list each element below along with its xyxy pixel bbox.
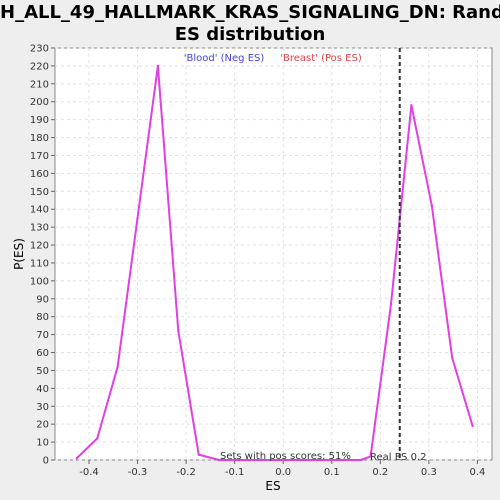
chart-title-line-2: ES distribution: [174, 24, 326, 45]
y-axis-label: P(ES): [12, 238, 26, 270]
y-tick-label: 0: [43, 456, 49, 467]
y-tick-label: 210: [30, 79, 49, 90]
chart-title: H_ALL_49_HALLMARK_KRAS_SIGNALING_DN: Ran…: [0, 2, 500, 46]
y-tick-label: 150: [30, 187, 49, 198]
y-tick-label: 60: [36, 348, 49, 359]
data-point: [156, 64, 160, 68]
legend-breast-pos-es: 'Breast' (Pos ES): [280, 53, 362, 64]
y-tick-label: 20: [36, 420, 49, 431]
data-point: [258, 458, 261, 462]
data-point: [359, 458, 363, 462]
data-point: [177, 329, 180, 333]
x-tick-label: -0.2: [176, 467, 196, 478]
y-tick-label: 180: [30, 133, 49, 144]
y-tick-label: 10: [36, 438, 49, 449]
data-point: [430, 204, 433, 207]
y-tick-label: 160: [30, 169, 49, 180]
x-tick-label: 0.0: [275, 467, 291, 478]
y-axis-ticks: 0 10 20 30 40 50 60 70 80 90 100 110 120 130 140 150 160…: [30, 44, 55, 467]
x-tick-label: 0.1: [324, 467, 340, 478]
x-tick-label: -0.1: [225, 467, 245, 478]
data-point: [238, 458, 241, 462]
y-tick-label: 140: [30, 205, 49, 216]
real-es-annotation: Real ES 0.2: [370, 452, 426, 463]
plot-background: [54, 47, 493, 461]
data-point: [197, 453, 200, 456]
data-point: [369, 455, 372, 458]
y-tick-label: 170: [30, 151, 49, 162]
y-tick-label: 220: [30, 61, 49, 72]
data-point: [278, 458, 282, 462]
x-tick-label: -0.3: [128, 467, 148, 478]
x-axis-ticks: -0.4 -0.3 -0.2 -0.1 0.0 0.1 0.2 0.3 0.4: [79, 460, 485, 478]
pos-scores-annotation: Sets with pos scores: 51%: [220, 451, 351, 462]
y-tick-label: 40: [36, 384, 49, 395]
y-tick-label: 50: [36, 366, 49, 377]
y-tick-label: 90: [36, 294, 49, 305]
y-tick-label: 200: [30, 97, 49, 108]
chart-title-line-1: H_ALL_49_HALLMARK_KRAS_SIGNALING_DN: Ran…: [0, 2, 500, 23]
y-tick-label: 120: [30, 241, 49, 252]
x-axis-label: ES: [265, 479, 280, 493]
y-tick-label: 130: [30, 223, 49, 234]
data-point: [389, 302, 393, 306]
data-point: [471, 424, 474, 428]
legend-blood-neg-es: 'Blood' (Neg ES): [184, 53, 265, 64]
x-tick-label: 0.2: [372, 467, 388, 478]
y-tick-label: 100: [30, 276, 49, 287]
data-point: [116, 365, 119, 369]
data-point: [217, 458, 221, 462]
y-tick-label: 110: [30, 258, 49, 269]
y-tick-label: 190: [30, 115, 49, 126]
series-group: [75, 64, 474, 462]
y-tick-label: 30: [36, 402, 49, 413]
data-point: [410, 104, 413, 107]
data-point: [299, 458, 302, 462]
grid-lines: [55, 47, 492, 461]
data-point: [96, 437, 99, 440]
x-tick-label: 0.4: [469, 467, 485, 478]
data-point: [339, 458, 342, 462]
x-tick-label: 0.3: [421, 467, 437, 478]
data-point: [450, 356, 454, 360]
data-point: [75, 457, 79, 460]
data-point: [319, 458, 322, 462]
y-tick-label: 80: [36, 312, 49, 323]
y-tick-label: 70: [36, 330, 49, 341]
x-tick-label: -0.4: [79, 467, 99, 478]
y-tick-label: 230: [30, 44, 49, 55]
data-point: [136, 216, 139, 220]
